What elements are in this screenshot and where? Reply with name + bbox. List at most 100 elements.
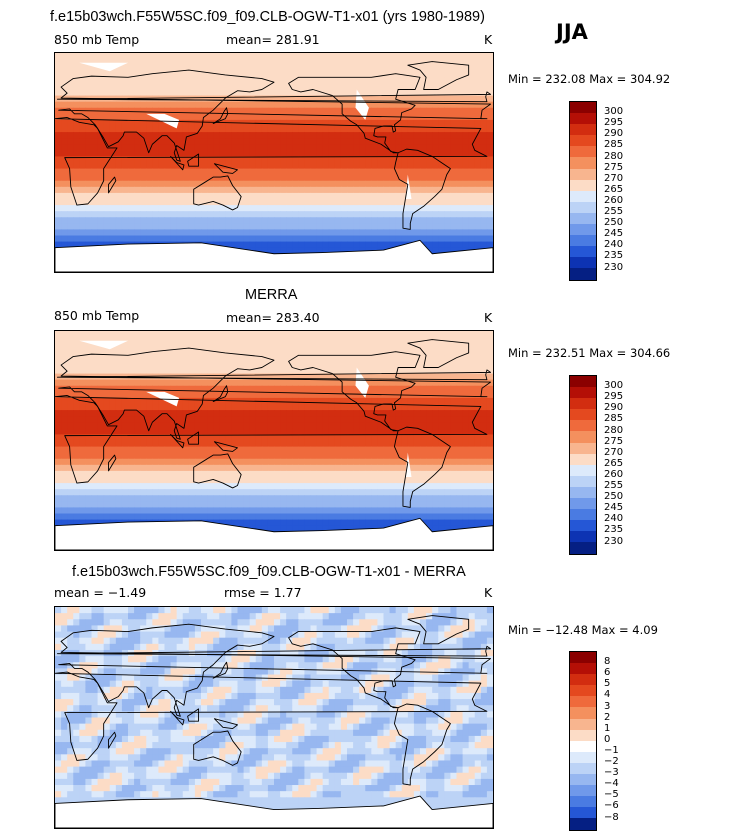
colorbar-tick-label: 240 <box>604 513 624 525</box>
colorbar-swatch <box>570 157 596 169</box>
minmax-label-diff: Min = −12.48 Max = 4.09 <box>508 623 658 637</box>
colorbar-swatch <box>570 509 596 521</box>
minmax-label-obs: Min = 232.51 Max = 304.66 <box>508 346 671 360</box>
colorbar-swatch <box>570 796 596 808</box>
colorbar-swatch <box>570 431 596 443</box>
colorbar-swatch <box>570 146 596 158</box>
panel-title-diff: f.e15b03wch.F55W5SC.f09_f09.CLB-OGW-T1-x… <box>72 564 466 580</box>
colorbar-tick-label: 255 <box>604 206 624 217</box>
colorbar-tick-label: 6 <box>604 667 611 679</box>
colorbar-swatch <box>570 685 596 697</box>
colorbar-swatch <box>570 409 596 421</box>
colorbar-swatch <box>570 135 596 147</box>
panel-title-obs: MERRA <box>245 287 298 303</box>
colorbar-tick-label: 260 <box>604 468 624 480</box>
colorbar-tick-label: 8 <box>604 656 611 668</box>
colorbar-swatch <box>570 179 596 191</box>
colorbar-tick-label: −8 <box>604 811 619 823</box>
colorbar-tick-label: 0 <box>604 733 611 745</box>
colorbar-tick-label: 255 <box>604 480 624 491</box>
colorbar-swatch <box>570 453 596 465</box>
colorbar-tick-label: 245 <box>604 502 624 514</box>
colorbar-tick-label: −3 <box>604 767 619 779</box>
panel-mean-label-obs: mean= 283.40 <box>226 310 320 325</box>
colorbar-swatch <box>570 762 596 775</box>
panel-units-model: K <box>484 32 493 47</box>
colorbar-tick-label: −6 <box>604 800 619 812</box>
colorbar-tick-label: 245 <box>604 228 624 240</box>
colorbar-swatch <box>570 707 596 719</box>
colorbar-tick-label: 300 <box>604 106 624 118</box>
colorbar-tick-label: 295 <box>604 391 624 403</box>
panel-rmse-label-diff: rmse = 1.77 <box>224 585 302 600</box>
map-panel-obs <box>54 330 494 551</box>
colorbar-tick-label: 285 <box>604 413 624 425</box>
colorbar-swatch <box>570 387 596 399</box>
colorbar-swatch <box>570 268 596 280</box>
colorbar-swatch <box>570 475 596 487</box>
colorbar-swatch <box>570 531 596 543</box>
colorbar-swatch <box>570 520 596 532</box>
colorbar-swatch <box>570 729 596 741</box>
map-panel-model <box>54 52 494 273</box>
colorbar-swatch <box>570 498 596 510</box>
colorbar-tick-label: 265 <box>604 457 624 469</box>
colorbar-tick-label: 250 <box>604 217 624 229</box>
colorbar-tick-label: 290 <box>604 402 624 414</box>
colorbar-swatch <box>570 785 596 797</box>
colorbar-tick-label: −4 <box>604 778 619 790</box>
colorbar-diff <box>569 651 597 831</box>
colorbar-tick-label: 290 <box>604 128 624 140</box>
colorbar-swatch <box>570 257 596 269</box>
colorbar-swatch <box>570 486 596 499</box>
colorbar-tick-label: 230 <box>604 261 624 273</box>
colorbar-tick-label: 240 <box>604 239 624 251</box>
panel-title-model: f.e15b03wch.F55W5SC.f09_f09.CLB-OGW-T1-x… <box>50 9 485 25</box>
colorbar-swatch <box>570 190 596 202</box>
colorbar-tick-label: 265 <box>604 183 624 195</box>
colorbar-swatch <box>570 201 596 213</box>
panel-mean-label-model: mean= 281.91 <box>226 32 320 47</box>
colorbar-tick-label: 4 <box>604 689 611 701</box>
panel-variable-label-model: 850 mb Temp <box>54 32 140 47</box>
colorbar-swatch <box>570 168 596 180</box>
colorbar-swatch <box>570 464 596 476</box>
colorbar-tick-label: 1 <box>604 722 611 734</box>
colorbar-tick-label: 275 <box>604 435 624 447</box>
colorbar-swatch <box>570 718 596 730</box>
colorbar-tick-label: 5 <box>604 678 611 690</box>
colorbar-swatch <box>570 113 596 125</box>
colorbar-tick-label: 280 <box>604 150 624 162</box>
colorbar-swatch <box>570 224 596 236</box>
colorbar-swatch <box>570 774 596 786</box>
colorbar-swatch <box>570 124 596 136</box>
panel-variable-label-obs: 850 mb Temp <box>54 308 140 323</box>
colorbar-tick-label: 270 <box>604 172 624 184</box>
colorbar-tick-label: 250 <box>604 491 624 503</box>
colorbar-tick-label: 280 <box>604 424 624 436</box>
colorbar-tick-label: −5 <box>604 789 619 801</box>
minmax-label-model: Min = 232.08 Max = 304.92 <box>508 72 671 86</box>
colorbar-swatch <box>570 246 596 258</box>
colorbar-swatch <box>570 542 596 554</box>
colorbar-tick-label: 235 <box>604 524 624 536</box>
colorbar-tick-label: 2 <box>604 711 611 723</box>
colorbar-model <box>569 101 597 281</box>
colorbar-swatch <box>570 442 596 454</box>
colorbar-swatch <box>570 663 596 675</box>
colorbar-swatch <box>570 235 596 247</box>
colorbar-swatch <box>570 212 596 225</box>
season-label: JJA <box>556 20 588 44</box>
colorbar-tick-label: −1 <box>604 744 619 756</box>
colorbar-tick-label: 230 <box>604 535 624 547</box>
colorbar-swatch <box>570 398 596 410</box>
colorbar-tick-label: 275 <box>604 161 624 173</box>
colorbar-swatch <box>570 696 596 708</box>
colorbar-swatch <box>570 807 596 819</box>
colorbar-swatch <box>570 420 596 432</box>
colorbar-swatch <box>570 376 596 388</box>
colorbar-swatch <box>570 818 596 830</box>
map-panel-diff <box>54 606 494 829</box>
colorbar-swatch <box>570 751 596 763</box>
colorbar-tick-label: 270 <box>604 446 624 458</box>
